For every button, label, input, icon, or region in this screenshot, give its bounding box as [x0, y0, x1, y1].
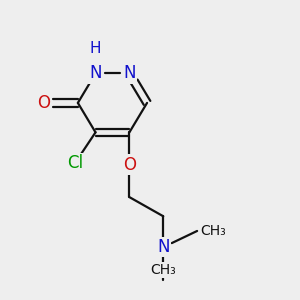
Text: O: O [123, 156, 136, 174]
Text: N: N [89, 64, 102, 82]
Text: Cl: Cl [67, 154, 83, 172]
Text: O: O [38, 94, 50, 112]
Text: H: H [90, 41, 101, 56]
Text: CH₃: CH₃ [200, 224, 226, 238]
Text: N: N [123, 64, 136, 82]
Text: CH₃: CH₃ [150, 262, 176, 277]
Text: N: N [157, 238, 169, 256]
